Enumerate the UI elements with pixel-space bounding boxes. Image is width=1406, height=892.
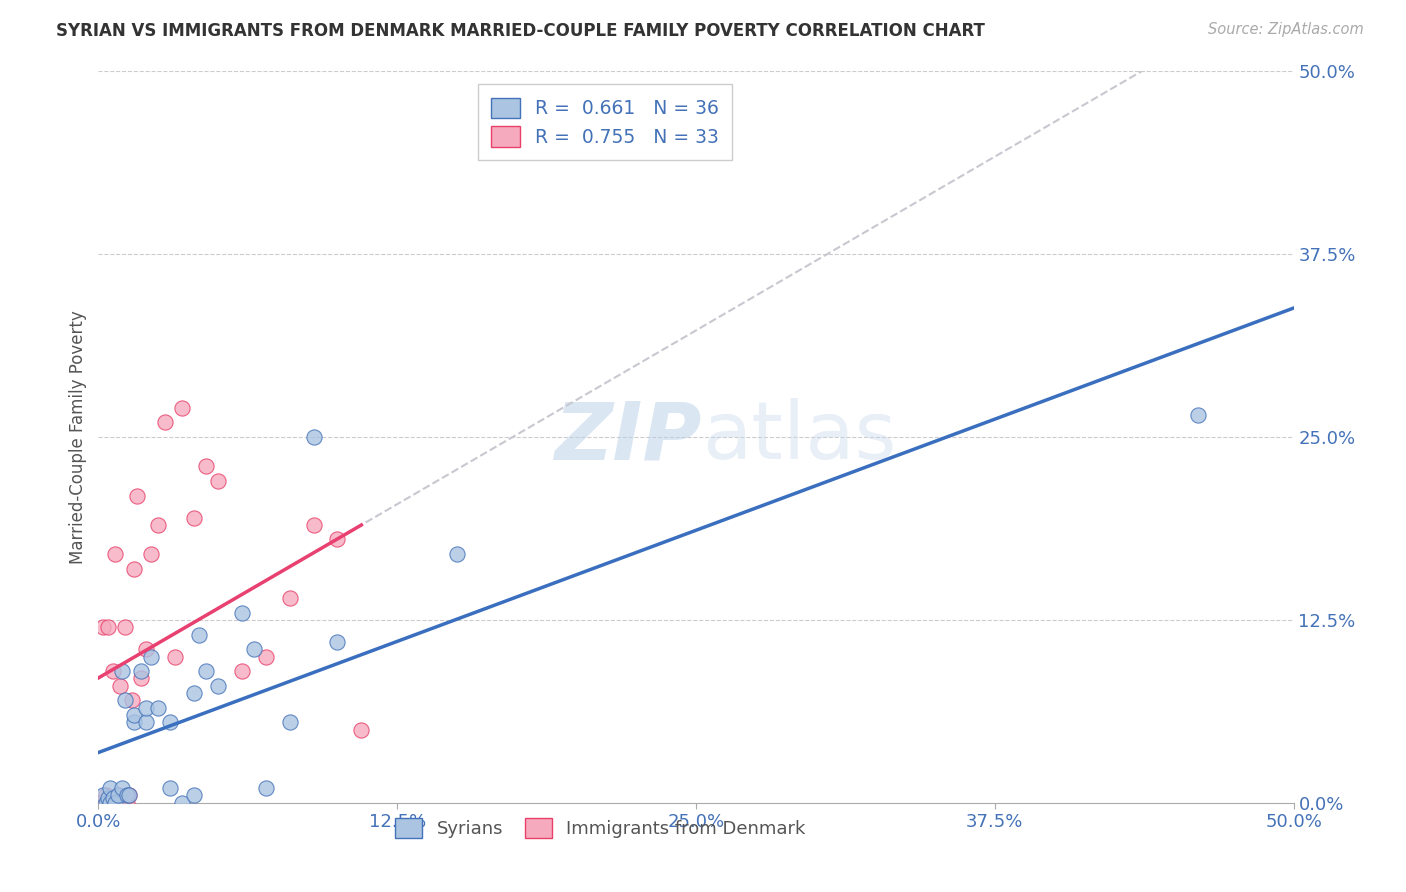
Point [94, 796, 117, 810]
Point [326, 533, 349, 547]
Point [94, 789, 117, 803]
Point [91, 789, 114, 803]
Point [139, 649, 162, 664]
Point [101, 664, 124, 678]
Point [115, 796, 138, 810]
Point [118, 789, 141, 803]
Point [446, 547, 468, 561]
Point [195, 664, 218, 678]
Point [131, 672, 153, 686]
Point [278, 591, 301, 605]
Point [114, 620, 136, 634]
Point [124, 708, 146, 723]
Point [1187, 408, 1209, 422]
Point [125, 489, 148, 503]
Point [231, 606, 253, 620]
Point [90, 796, 112, 810]
Point [104, 547, 127, 561]
Point [115, 789, 138, 803]
Point [87, 796, 110, 810]
Point [172, 796, 194, 810]
Point [139, 547, 162, 561]
Point [187, 627, 209, 641]
Point [278, 715, 301, 730]
Point [124, 715, 146, 730]
Point [98, 781, 122, 796]
Point [98, 796, 122, 810]
Point [207, 679, 229, 693]
Point [104, 796, 127, 810]
Point [97, 791, 120, 805]
Text: Source: ZipAtlas.com: Source: ZipAtlas.com [1208, 22, 1364, 37]
Point [131, 664, 153, 678]
Point [183, 510, 205, 524]
Point [107, 789, 129, 803]
Point [207, 474, 229, 488]
Point [243, 642, 266, 657]
Legend: Syrians, Immigrants from Denmark: Syrians, Immigrants from Denmark [388, 811, 813, 845]
Point [135, 642, 157, 657]
Point [302, 430, 325, 444]
Text: ZIP: ZIP [554, 398, 702, 476]
Point [159, 715, 181, 730]
Text: SYRIAN VS IMMIGRANTS FROM DENMARK MARRIED-COUPLE FAMILY POVERTY CORRELATION CHAR: SYRIAN VS IMMIGRANTS FROM DENMARK MARRIE… [56, 22, 986, 40]
Point [91, 620, 114, 634]
Point [108, 679, 131, 693]
Point [135, 700, 157, 714]
Point [98, 796, 122, 810]
Point [183, 789, 205, 803]
Point [350, 723, 373, 737]
Point [163, 649, 186, 664]
Point [172, 401, 194, 415]
Point [148, 700, 170, 714]
Point [101, 791, 124, 805]
Point [231, 664, 253, 678]
Point [195, 459, 218, 474]
Point [111, 796, 134, 810]
Point [111, 781, 134, 796]
Point [254, 781, 277, 796]
Point [183, 686, 205, 700]
Point [155, 416, 177, 430]
Point [135, 715, 157, 730]
Point [118, 789, 141, 803]
Point [254, 649, 277, 664]
Point [326, 635, 349, 649]
Point [302, 517, 325, 532]
Point [107, 789, 129, 803]
Point [121, 693, 143, 707]
Point [114, 693, 136, 707]
Point [111, 664, 134, 678]
Point [159, 781, 181, 796]
Y-axis label: Married-Couple Family Poverty: Married-Couple Family Poverty [69, 310, 87, 564]
Point [124, 562, 146, 576]
Point [97, 620, 120, 634]
Point [148, 517, 170, 532]
Text: atlas: atlas [702, 398, 896, 476]
